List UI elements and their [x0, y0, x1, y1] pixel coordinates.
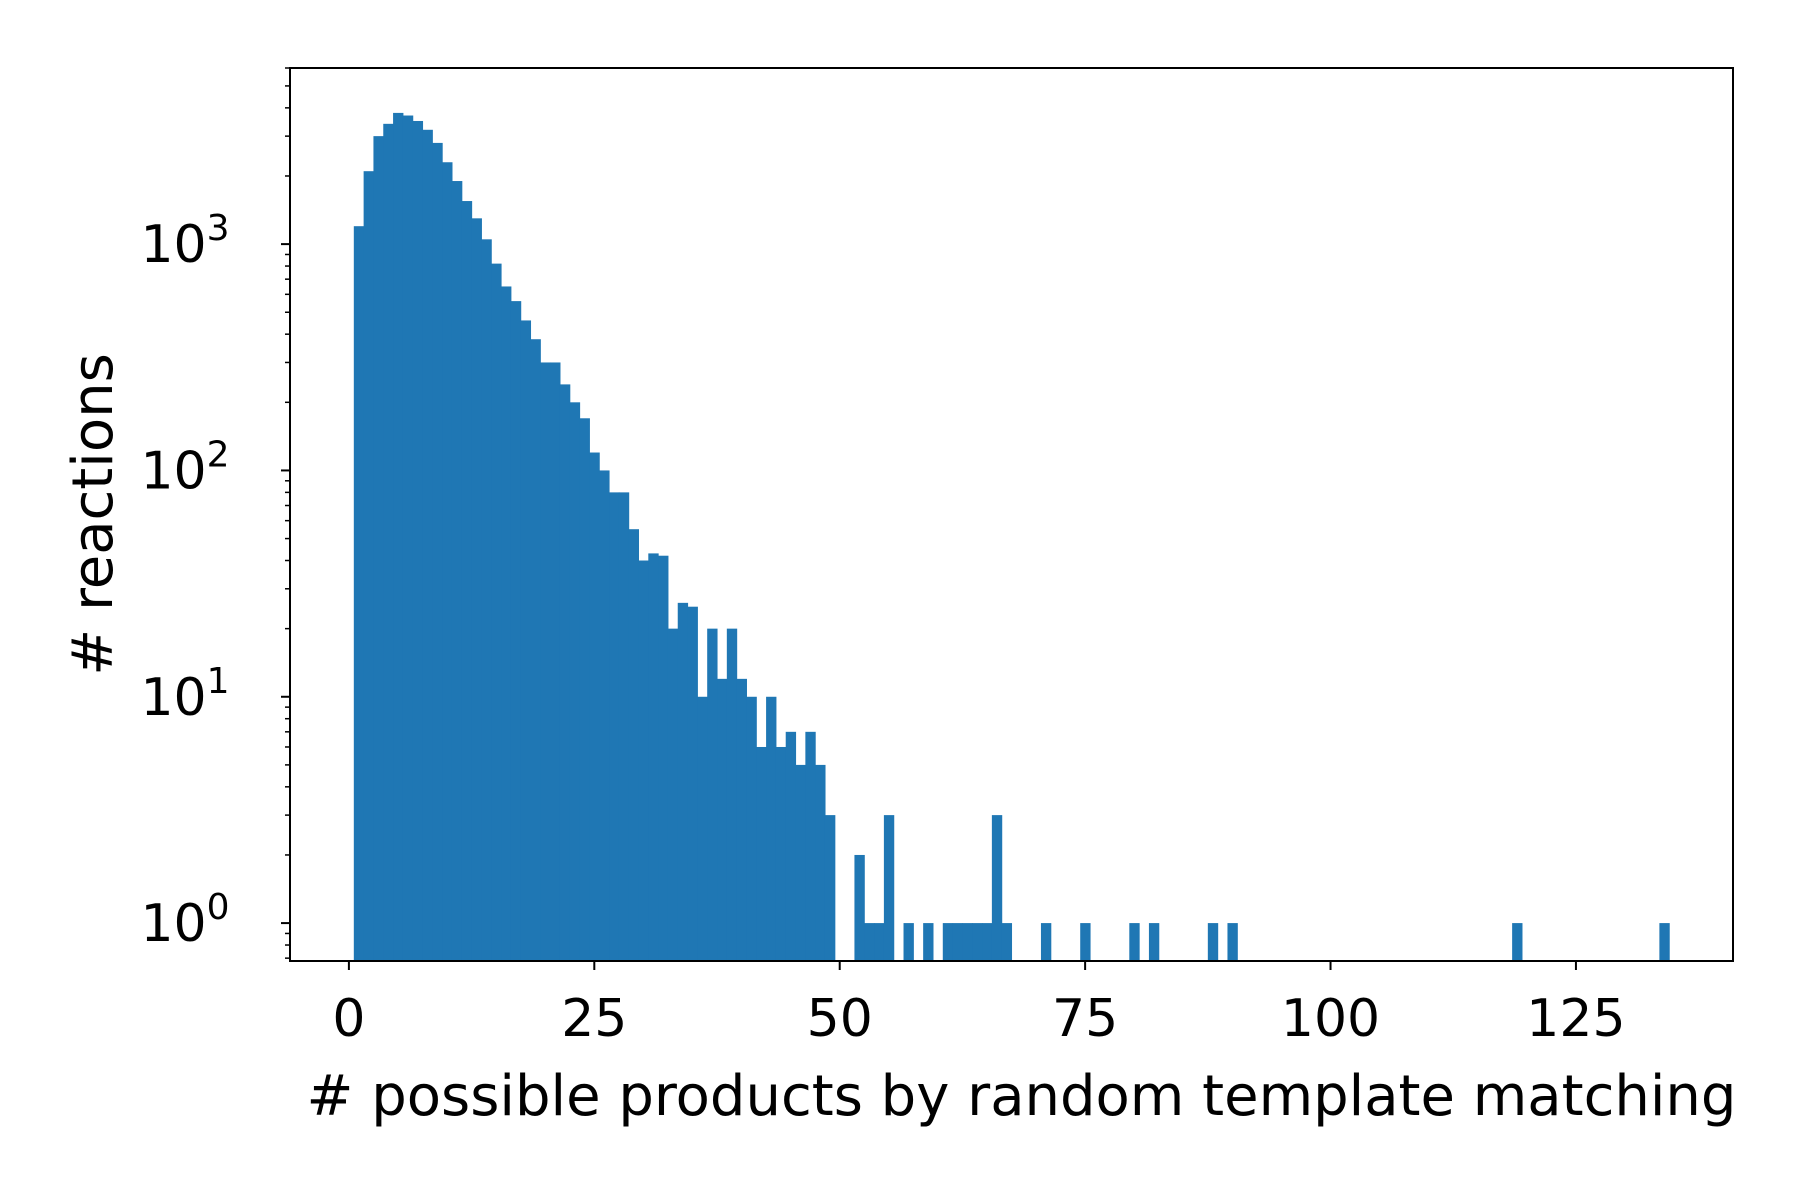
histogram-bar [952, 923, 963, 961]
histogram-bar [687, 606, 698, 961]
x-tick-label: 25 [561, 989, 627, 1049]
histogram-bar [618, 492, 630, 961]
histogram-bar [1080, 923, 1091, 961]
histogram-bar [677, 602, 689, 961]
histogram-bar [628, 529, 640, 961]
histogram-bar [785, 731, 797, 961]
plot-frame [289, 67, 1734, 962]
histogram-bars [353, 112, 1670, 962]
histogram-bar [854, 854, 865, 961]
histogram-bar [393, 112, 404, 961]
histogram-bar [383, 123, 394, 961]
histogram-bar [638, 560, 649, 961]
histogram-bar [471, 218, 482, 961]
histogram-bar [1148, 923, 1160, 961]
x-tick-label: 100 [1281, 989, 1380, 1049]
histogram-bar [559, 384, 571, 961]
histogram-bar [491, 263, 502, 961]
histogram-bar [569, 402, 581, 961]
histogram-bar [501, 286, 512, 962]
histogram-bar [1207, 923, 1219, 961]
histogram-bar [736, 678, 747, 961]
histogram-bar [510, 301, 522, 961]
histogram-bar [991, 815, 1003, 961]
histogram-bar [461, 201, 473, 962]
histogram-bar [609, 492, 620, 961]
histogram-bar [373, 136, 384, 961]
histogram-bar [746, 696, 757, 961]
histogram-bar [481, 239, 492, 961]
histogram-bar [1227, 923, 1238, 961]
histogram-bar [824, 815, 836, 961]
histogram-bar [962, 923, 973, 961]
y-axis-ticks: 100 101 102 103 [140, 67, 290, 959]
histogram-bar [658, 555, 669, 961]
x-axis-ticks: 0 25 50 75 100 125 [332, 961, 1626, 1049]
histogram-bar [402, 115, 414, 961]
histogram-bar [726, 628, 738, 961]
histogram-bar [667, 628, 679, 961]
histogram-bar [903, 923, 914, 961]
histogram-bar [697, 696, 708, 961]
histogram-bar [1512, 923, 1523, 961]
histogram-bar [422, 129, 433, 962]
histogram-bar [579, 418, 590, 961]
x-tick-label: 50 [807, 989, 873, 1049]
y-tick-label: 100 [140, 887, 229, 954]
x-axis-label: # possible products by random template m… [307, 1064, 1737, 1129]
histogram-bar [874, 923, 885, 961]
histogram-bar [550, 362, 561, 962]
y-tick-label: 102 [140, 434, 229, 501]
histogram-bar [982, 923, 993, 961]
histogram-bar [648, 553, 659, 961]
x-tick-label: 125 [1526, 989, 1625, 1049]
histogram-bar [520, 320, 532, 961]
histogram-bar [805, 731, 816, 961]
histogram-bar [707, 628, 718, 961]
histogram-bar [1040, 923, 1052, 961]
histogram-bar [599, 470, 610, 961]
histogram-bar [432, 142, 443, 961]
y-tick-label: 103 [140, 208, 229, 275]
histogram-bar [442, 162, 453, 961]
histogram-bar [775, 746, 787, 961]
histogram-bar [1659, 923, 1670, 961]
histogram-bar [883, 815, 895, 961]
histogram-bar [589, 452, 600, 961]
histogram-bar [795, 764, 806, 961]
histogram-bar [530, 339, 541, 962]
histogram-bar [353, 226, 365, 961]
y-axis-label: # reactions [61, 353, 126, 676]
y-tick-label: 101 [140, 661, 229, 728]
histogram-bar [815, 764, 826, 961]
histogram-bar [756, 746, 767, 961]
x-tick-label: 75 [1052, 989, 1118, 1049]
histogram-bar [363, 171, 374, 961]
histogram-bar [1001, 923, 1013, 961]
histogram-bar [451, 181, 463, 961]
histogram-bar [972, 923, 983, 961]
histogram-bar [864, 923, 875, 961]
histogram-bar [1129, 923, 1140, 961]
histogram-bar [923, 923, 934, 961]
histogram-bar [717, 678, 728, 961]
histogram-bar [540, 362, 551, 962]
x-tick-label: 0 [332, 989, 365, 1049]
histogram-bar [412, 120, 424, 962]
histogram-bar [766, 696, 777, 961]
histogram-bar [942, 923, 954, 961]
